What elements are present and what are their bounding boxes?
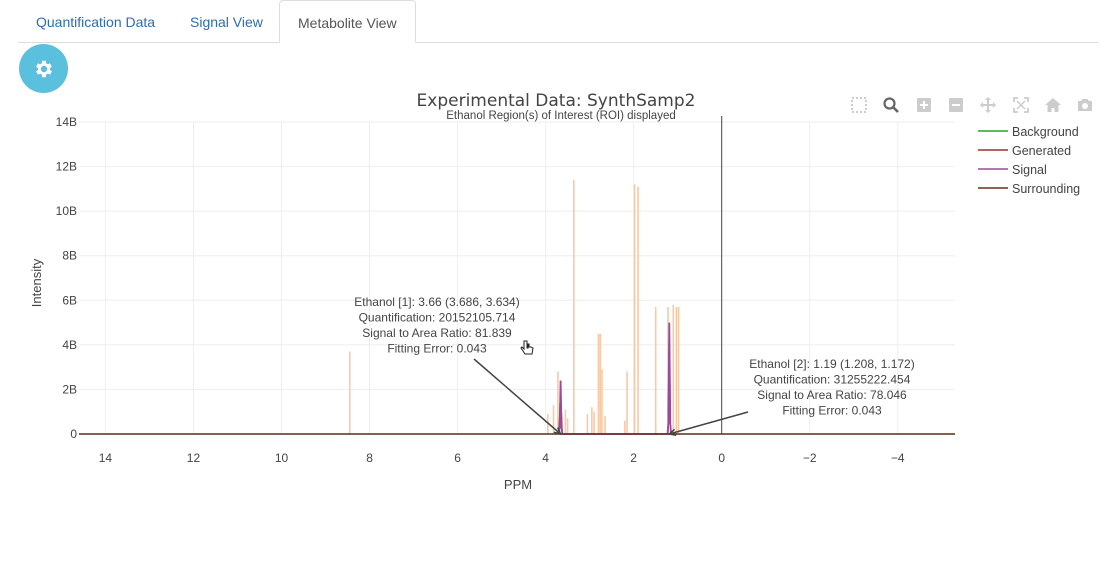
legend-label: Background [1012, 125, 1079, 139]
autoscale-icon[interactable] [1012, 96, 1030, 114]
hand-cursor-icon [520, 340, 534, 355]
tab-signal-view[interactable]: Signal View [190, 14, 263, 30]
legend-label: Generated [1012, 144, 1071, 158]
x-tick-label: 12 [187, 451, 201, 465]
annotation-arrow [473, 358, 562, 435]
y-tick-label: 12B [56, 160, 77, 174]
x-tick-label: −2 [803, 451, 817, 465]
zoom-in-icon[interactable] [915, 96, 933, 114]
zoom-out-icon[interactable] [947, 96, 965, 114]
y-tick-label: 2B [62, 382, 77, 396]
settings-button[interactable] [19, 44, 68, 93]
legend-label: Surrounding [1012, 182, 1080, 196]
annotation-2: Ethanol [2]: 1.19 (1.208, 1.172) Quantifi… [667, 357, 915, 436]
series-generated [558, 324, 672, 435]
annotation-line: Quantification: 31255222.454 [754, 373, 911, 387]
annotation-arrowhead [667, 428, 677, 436]
spectrum-layer [348, 179, 680, 434]
tab-metabolite-view[interactable]: Metabolite View [279, 0, 416, 43]
y-tick-label: 14B [56, 115, 77, 129]
y-tick-label: 0 [70, 427, 77, 441]
y-tick-label: 4B [62, 338, 77, 352]
x-tick-label: 14 [99, 451, 113, 465]
legend: Background Generated Signal Surrounding [978, 125, 1080, 196]
x-tick-label: −4 [891, 451, 905, 465]
tab-quantification-data[interactable]: Quantification Data [36, 14, 156, 30]
legend-item-background[interactable]: Background [978, 125, 1079, 139]
chart-title: Experimental Data: SynthSamp2 [417, 91, 696, 111]
y-tick-label: 8B [62, 249, 77, 263]
gear-icon [35, 60, 52, 77]
annotation-arrowhead [553, 427, 562, 436]
x-tick-label: 10 [275, 451, 289, 465]
annotation-line: Quantification: 20152105.714 [359, 311, 516, 325]
grid-layer [79, 121, 955, 434]
x-tick-label: 8 [366, 451, 373, 465]
annotation-line: Fitting Error: 0.043 [387, 342, 487, 356]
series-signal [557, 322, 672, 435]
annotation-line: Ethanol [2]: 1.19 (1.208, 1.172) [749, 357, 914, 371]
annotation-line: Fitting Error: 0.043 [782, 404, 882, 418]
y-axis-label: Intensity [29, 258, 44, 307]
box-select-icon[interactable] [850, 96, 868, 114]
annotation-1: Ethanol [1]: 3.66 (3.686, 3.634) Quantifi… [354, 295, 562, 436]
series-layer [79, 322, 955, 435]
legend-label: Signal [1012, 163, 1047, 177]
annotation-layer: Ethanol [1]: 3.66 (3.686, 3.634) Quantifi… [354, 295, 915, 436]
legend-item-surrounding[interactable]: Surrounding [978, 182, 1080, 196]
annotation-arrow [669, 411, 749, 435]
x-tick-label: 4 [542, 451, 549, 465]
annotation-line: Signal to Area Ratio: 81.839 [362, 326, 512, 340]
y-tick-label: 10B [56, 204, 77, 218]
tab-bar: Quantification Data Signal View Metaboli… [18, 0, 1098, 43]
annotation-line: Signal to Area Ratio: 78.046 [757, 388, 907, 402]
x-tick-label: 6 [454, 451, 461, 465]
x-axis-label: PPM [504, 477, 532, 492]
x-tick-label: 0 [718, 451, 725, 465]
legend-item-generated[interactable]: Generated [978, 144, 1071, 158]
home-icon[interactable] [1044, 96, 1062, 114]
chart-subtitle: Ethanol Region(s) of Interest (ROI) disp… [446, 110, 675, 122]
y-tick-label: 6B [62, 293, 77, 307]
x-tick-label: 2 [630, 451, 637, 465]
camera-icon[interactable] [1076, 96, 1094, 114]
annotation-line: Ethanol [1]: 3.66 (3.686, 3.634) [354, 295, 519, 309]
pan-icon[interactable] [979, 96, 997, 114]
legend-item-signal[interactable]: Signal [978, 163, 1047, 177]
axes-layer: 0 2B 4B 6B 8B 10B 12B 14B 14 12 10 8 6 4 2 0 −2 −4 [56, 115, 905, 465]
zoom-icon[interactable] [882, 96, 900, 114]
